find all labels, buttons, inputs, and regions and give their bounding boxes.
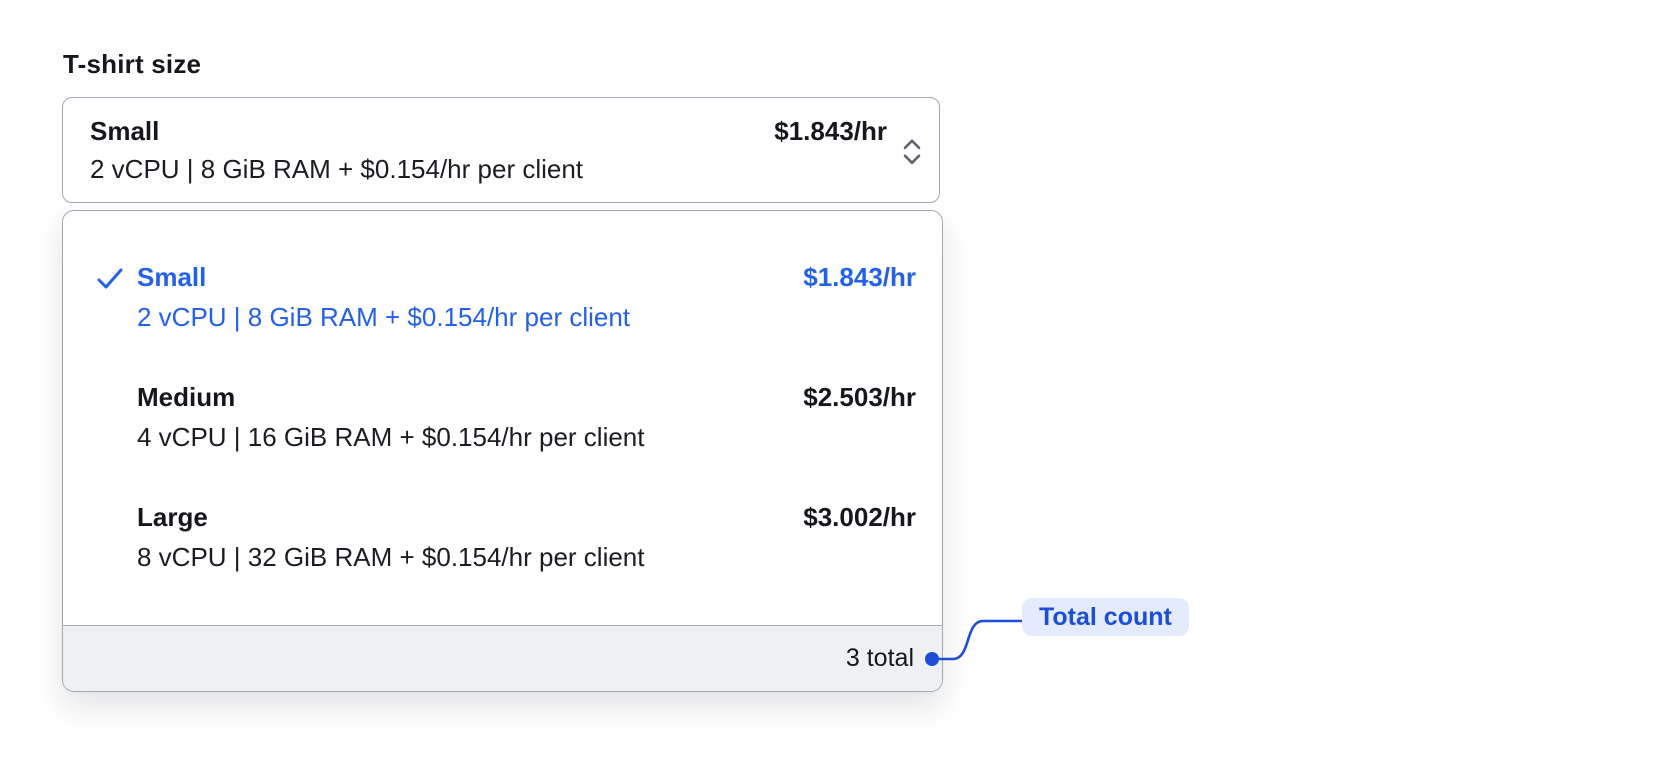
option-price: $3.002/hr	[803, 502, 916, 532]
option-description: 4 vCPU | 16 GiB RAM + $0.154/hr per clie…	[137, 422, 645, 452]
total-count-text: 3 total	[845, 644, 914, 672]
field-label-tshirt-size: T-shirt size	[63, 49, 202, 79]
option-title: Small	[137, 262, 207, 292]
option-medium[interactable]: Medium $2.503/hr 4 vCPU | 16 GiB RAM + $…	[63, 357, 942, 477]
size-options-listbox: Small $1.843/hr 2 vCPU | 8 GiB RAM + $0.…	[62, 210, 943, 692]
option-title: Medium	[137, 382, 236, 412]
option-price: $1.843/hr	[803, 262, 916, 292]
listbox-footer: 3 total	[63, 625, 942, 691]
check-icon	[94, 263, 126, 295]
size-select-trigger[interactable]: Small $1.843/hr 2 vCPU | 8 GiB RAM + $0.…	[62, 97, 940, 203]
options-list: Small $1.843/hr 2 vCPU | 8 GiB RAM + $0.…	[63, 211, 942, 625]
selected-option-description: 2 vCPU | 8 GiB RAM + $0.154/hr per clien…	[90, 154, 584, 184]
trigger-title-row: Small $1.843/hr	[90, 115, 887, 147]
chevron-up-down-icon	[899, 137, 925, 167]
option-title: Large	[137, 502, 208, 532]
selected-option-price: $1.843/hr	[774, 116, 887, 146]
total-count-annotation-pill: Total count	[1022, 598, 1189, 636]
option-description: 8 vCPU | 32 GiB RAM + $0.154/hr per clie…	[137, 542, 645, 572]
option-small[interactable]: Small $1.843/hr 2 vCPU | 8 GiB RAM + $0.…	[63, 237, 942, 357]
option-price: $2.503/hr	[803, 382, 916, 412]
selected-option-title: Small	[90, 116, 160, 146]
option-description: 2 vCPU | 8 GiB RAM + $0.154/hr per clien…	[137, 302, 631, 332]
option-large[interactable]: Large $3.002/hr 8 vCPU | 32 GiB RAM + $0…	[63, 477, 942, 597]
